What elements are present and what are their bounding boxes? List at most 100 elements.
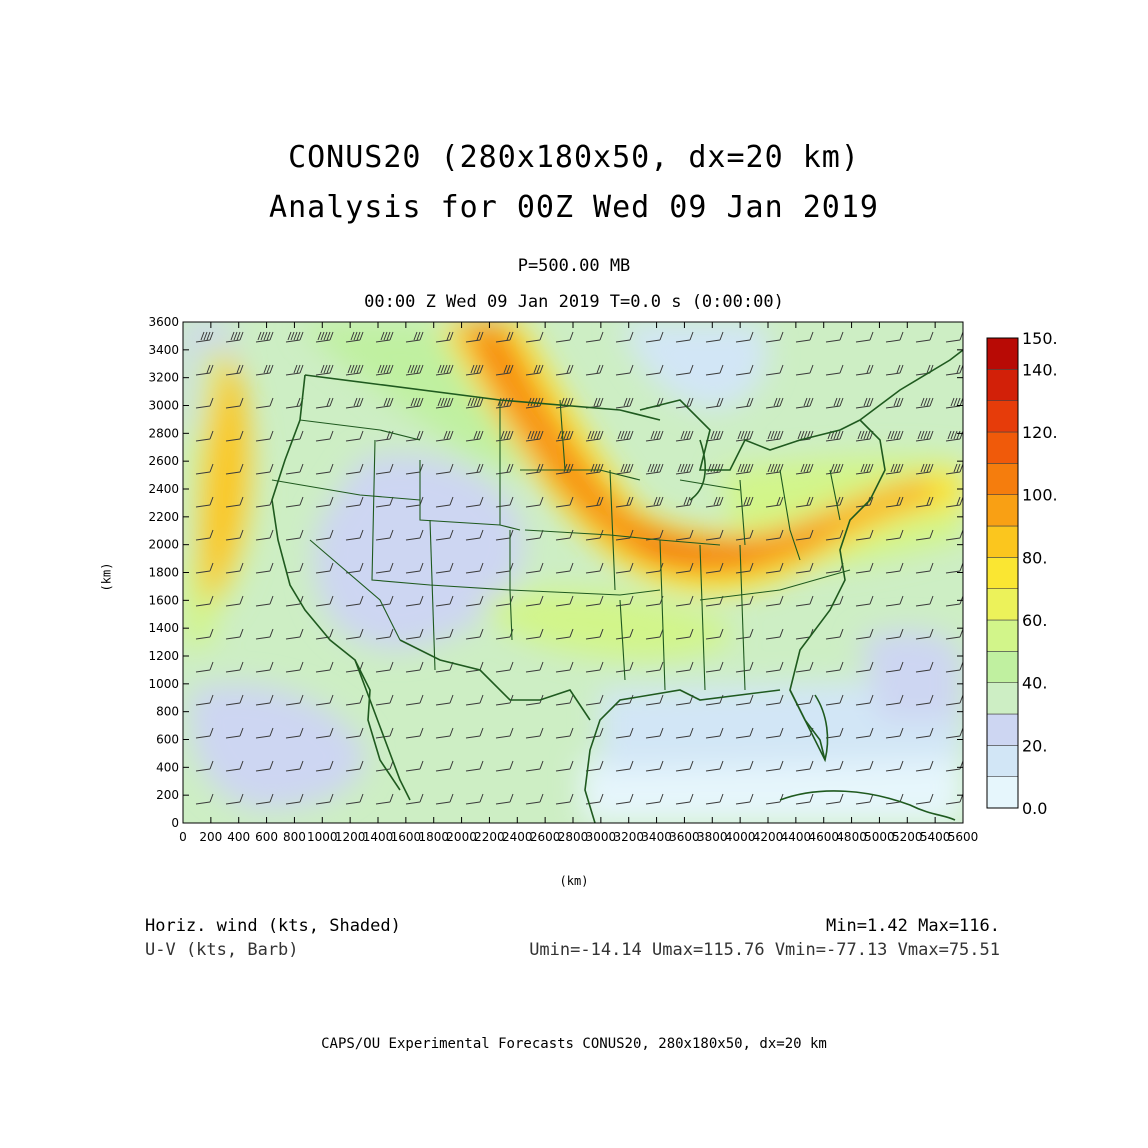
wind-barb — [915, 727, 934, 739]
wind-barb — [735, 793, 754, 805]
wind-barb — [825, 496, 844, 508]
wind-barb — [255, 727, 274, 739]
colorbar-label: 150. — [1022, 329, 1058, 348]
wind-barb — [345, 661, 364, 673]
wind-barb — [525, 364, 544, 376]
colorbar-swatch — [986, 369, 1019, 401]
wind-barb — [855, 694, 874, 706]
wind-barb — [645, 496, 664, 508]
wind-barb — [225, 628, 244, 640]
wind-barb — [855, 562, 874, 574]
min-max-readout: Min=1.42 Max=116. — [826, 916, 1000, 936]
wind-barb — [255, 397, 274, 409]
wind-barb — [525, 727, 544, 739]
wind-barb — [885, 430, 904, 442]
wind-barb — [585, 562, 604, 574]
wind-barb — [855, 463, 874, 475]
colorbar-swatch — [986, 400, 1019, 433]
wind-barb — [675, 595, 694, 607]
wind-barb — [615, 793, 634, 805]
x-tick-label: 1800 — [418, 830, 449, 844]
wind-barb — [705, 529, 724, 541]
wind-barb — [525, 562, 544, 574]
wind-barb — [255, 463, 274, 475]
wind-barb — [495, 331, 514, 343]
colorbar-swatch — [986, 776, 1019, 809]
wind-barb — [285, 760, 304, 772]
wind-barb — [495, 793, 514, 805]
pressure-level: P=500.00 MB — [517, 256, 631, 276]
x-tick-label: 600 — [255, 830, 278, 844]
wind-barb — [525, 595, 544, 607]
wind-barb — [495, 364, 514, 376]
wind-barb — [345, 463, 364, 475]
wind-barb — [795, 397, 814, 409]
wind-barb — [375, 793, 394, 805]
x-tick-label: 2400 — [502, 830, 533, 844]
wind-barb — [225, 364, 244, 376]
wind-barb — [705, 331, 724, 343]
wind-barb — [705, 463, 724, 475]
wind-barb — [885, 727, 904, 739]
wind-barb — [465, 463, 484, 475]
wind-barb — [555, 364, 574, 376]
wind-barb — [315, 529, 334, 541]
wind-barb — [225, 331, 244, 343]
wind-barb — [795, 595, 814, 607]
wind-barb — [765, 430, 784, 442]
colorbar-swatch — [986, 588, 1019, 621]
y-tick-label: 1400 — [148, 621, 179, 635]
state-borders — [271, 399, 851, 691]
plot-title: CONUS20 (280x180x50, dx=20 km) — [288, 140, 860, 175]
wind-barb — [855, 529, 874, 541]
wind-barb — [615, 397, 634, 409]
wind-barb — [945, 397, 963, 409]
y-axis-ticks: 0 200 400 600 800 1000 1200 1400 1600 1800 2000 220… — [148, 315, 963, 830]
wind-barb — [195, 397, 214, 409]
wind-barb — [555, 628, 574, 640]
wind-barb — [525, 430, 544, 442]
x-tick-label: 400 — [227, 830, 250, 844]
wind-barb — [705, 628, 724, 640]
wind-barb — [855, 628, 874, 640]
wind-barb — [795, 661, 814, 673]
wind-barb — [615, 628, 634, 640]
wind-barb — [375, 463, 394, 475]
wind-barb — [435, 628, 454, 640]
wind-barb — [945, 430, 963, 442]
wind-barb — [885, 529, 904, 541]
colorbar-swatch — [986, 463, 1019, 495]
wind-barb — [225, 793, 244, 805]
y-tick-label: 1200 — [148, 649, 179, 663]
wind-barb — [825, 793, 844, 805]
x-tick-label: 2000 — [446, 830, 477, 844]
colorbar-swatch — [986, 557, 1019, 589]
wind-barb — [435, 364, 454, 376]
x-tick-label: 4200 — [753, 830, 784, 844]
wind-barb — [585, 694, 604, 706]
wind-barb — [465, 694, 484, 706]
y-tick-label: 1600 — [148, 593, 179, 607]
wind-barb — [315, 793, 334, 805]
wind-barb — [795, 463, 814, 475]
wind-barb — [405, 529, 424, 541]
wind-barb — [885, 463, 904, 475]
wind-barb — [315, 760, 334, 772]
colorbar-swatch — [986, 494, 1019, 527]
colorbar-swatch — [986, 745, 1019, 777]
y-tick-label: 2800 — [148, 426, 179, 440]
x-tick-label: 1000 — [307, 830, 338, 844]
wind-barb — [465, 364, 484, 376]
wind-barb — [885, 496, 904, 508]
wind-barb — [255, 661, 274, 673]
wind-barb — [885, 661, 904, 673]
wind-barb — [555, 331, 574, 343]
wind-barb — [915, 628, 934, 640]
y-tick-label: 1800 — [148, 566, 179, 580]
x-tick-label: 2800 — [558, 830, 589, 844]
wind-barb — [285, 331, 304, 343]
wind-barb — [345, 628, 364, 640]
wind-barb — [795, 331, 814, 343]
wind-barb — [555, 760, 574, 772]
wind-barb — [915, 430, 934, 442]
